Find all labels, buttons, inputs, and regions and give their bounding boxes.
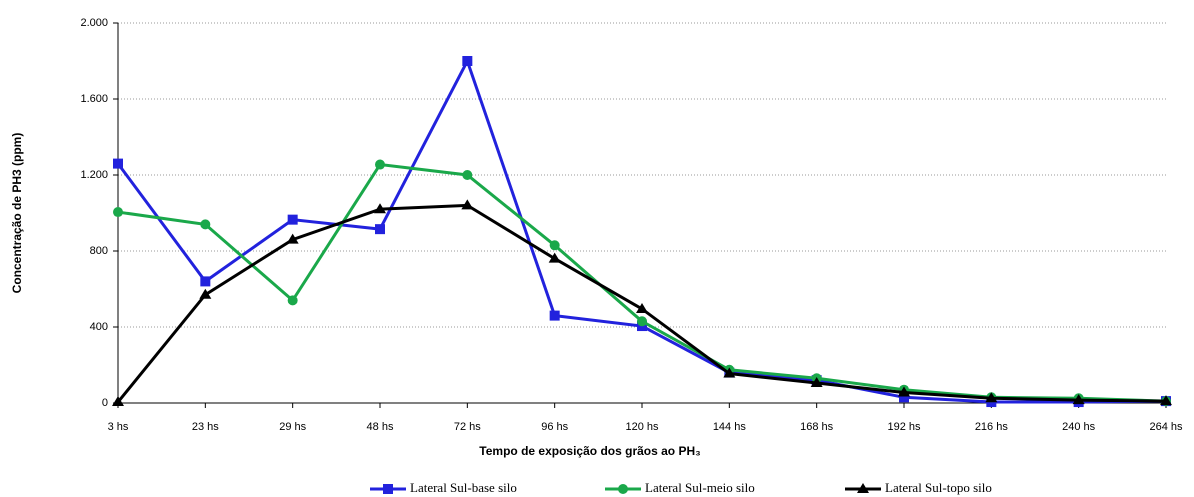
marker bbox=[1072, 394, 1085, 405]
marker bbox=[549, 310, 560, 321]
marker bbox=[637, 316, 647, 327]
x-tick-label: 3 hs bbox=[108, 421, 129, 433]
marker bbox=[985, 392, 998, 403]
legend-label: Lateral Sul-base silo bbox=[410, 480, 517, 495]
x-tick-label: 29 hs bbox=[279, 421, 306, 433]
marker bbox=[200, 276, 211, 287]
series-line bbox=[117, 162, 1167, 403]
marker bbox=[1160, 395, 1172, 406]
marker bbox=[286, 233, 299, 244]
y-tick-label: 1.200 bbox=[80, 169, 108, 181]
marker bbox=[462, 56, 473, 66]
x-tick-label: 120 hs bbox=[625, 421, 659, 433]
x-tick-label: 192 hs bbox=[887, 421, 921, 433]
x-tick-label: 48 hs bbox=[367, 421, 394, 433]
y-tick-label: 0 bbox=[102, 397, 108, 409]
marker bbox=[462, 170, 473, 180]
y-axis-title: Concentração de PH3 (ppm) bbox=[10, 133, 24, 294]
y-tick-label: 2.000 bbox=[80, 17, 108, 29]
x-tick-label: 264 hs bbox=[1149, 421, 1183, 433]
x-tick-label: 168 hs bbox=[800, 421, 834, 433]
legend: Lateral Sul-base silo Lateral Sul-meio si… bbox=[370, 480, 992, 495]
x-tick-label: 96 hs bbox=[541, 421, 568, 433]
x-axis-title: Tempo de exposição dos grãos ao PH₃ bbox=[479, 444, 700, 458]
x-tick-label: 23 hs bbox=[192, 421, 219, 433]
x-tick-label: 144 hs bbox=[713, 421, 747, 433]
marker bbox=[113, 158, 123, 169]
y-tick-label: 1.600 bbox=[80, 93, 108, 105]
y-tick-label: 800 bbox=[90, 245, 108, 257]
marker bbox=[287, 214, 298, 225]
marker bbox=[112, 396, 124, 407]
marker bbox=[375, 159, 385, 170]
marker bbox=[461, 199, 474, 210]
marker bbox=[375, 224, 385, 235]
x-tick-label: 216 hs bbox=[975, 421, 1009, 433]
marker bbox=[898, 386, 910, 397]
y-tick-label: 400 bbox=[90, 321, 108, 333]
marker bbox=[723, 367, 736, 378]
legend-label: Lateral Sul-topo silo bbox=[885, 480, 992, 495]
marker bbox=[287, 295, 298, 306]
marker bbox=[200, 219, 211, 230]
x-tick-label: 72 hs bbox=[454, 421, 481, 433]
marker bbox=[899, 392, 909, 403]
marker bbox=[199, 288, 212, 299]
marker bbox=[618, 484, 628, 494]
marker bbox=[113, 207, 123, 218]
marker bbox=[857, 483, 869, 493]
series-line bbox=[116, 57, 1167, 404]
marker bbox=[383, 484, 393, 494]
marker bbox=[636, 302, 648, 313]
marker bbox=[549, 240, 560, 251]
marker bbox=[810, 377, 823, 388]
legend-label: Lateral Sul-meio silo bbox=[645, 480, 755, 495]
marker bbox=[548, 252, 561, 263]
marker bbox=[374, 203, 386, 214]
x-tick-label: 240 hs bbox=[1062, 421, 1096, 433]
